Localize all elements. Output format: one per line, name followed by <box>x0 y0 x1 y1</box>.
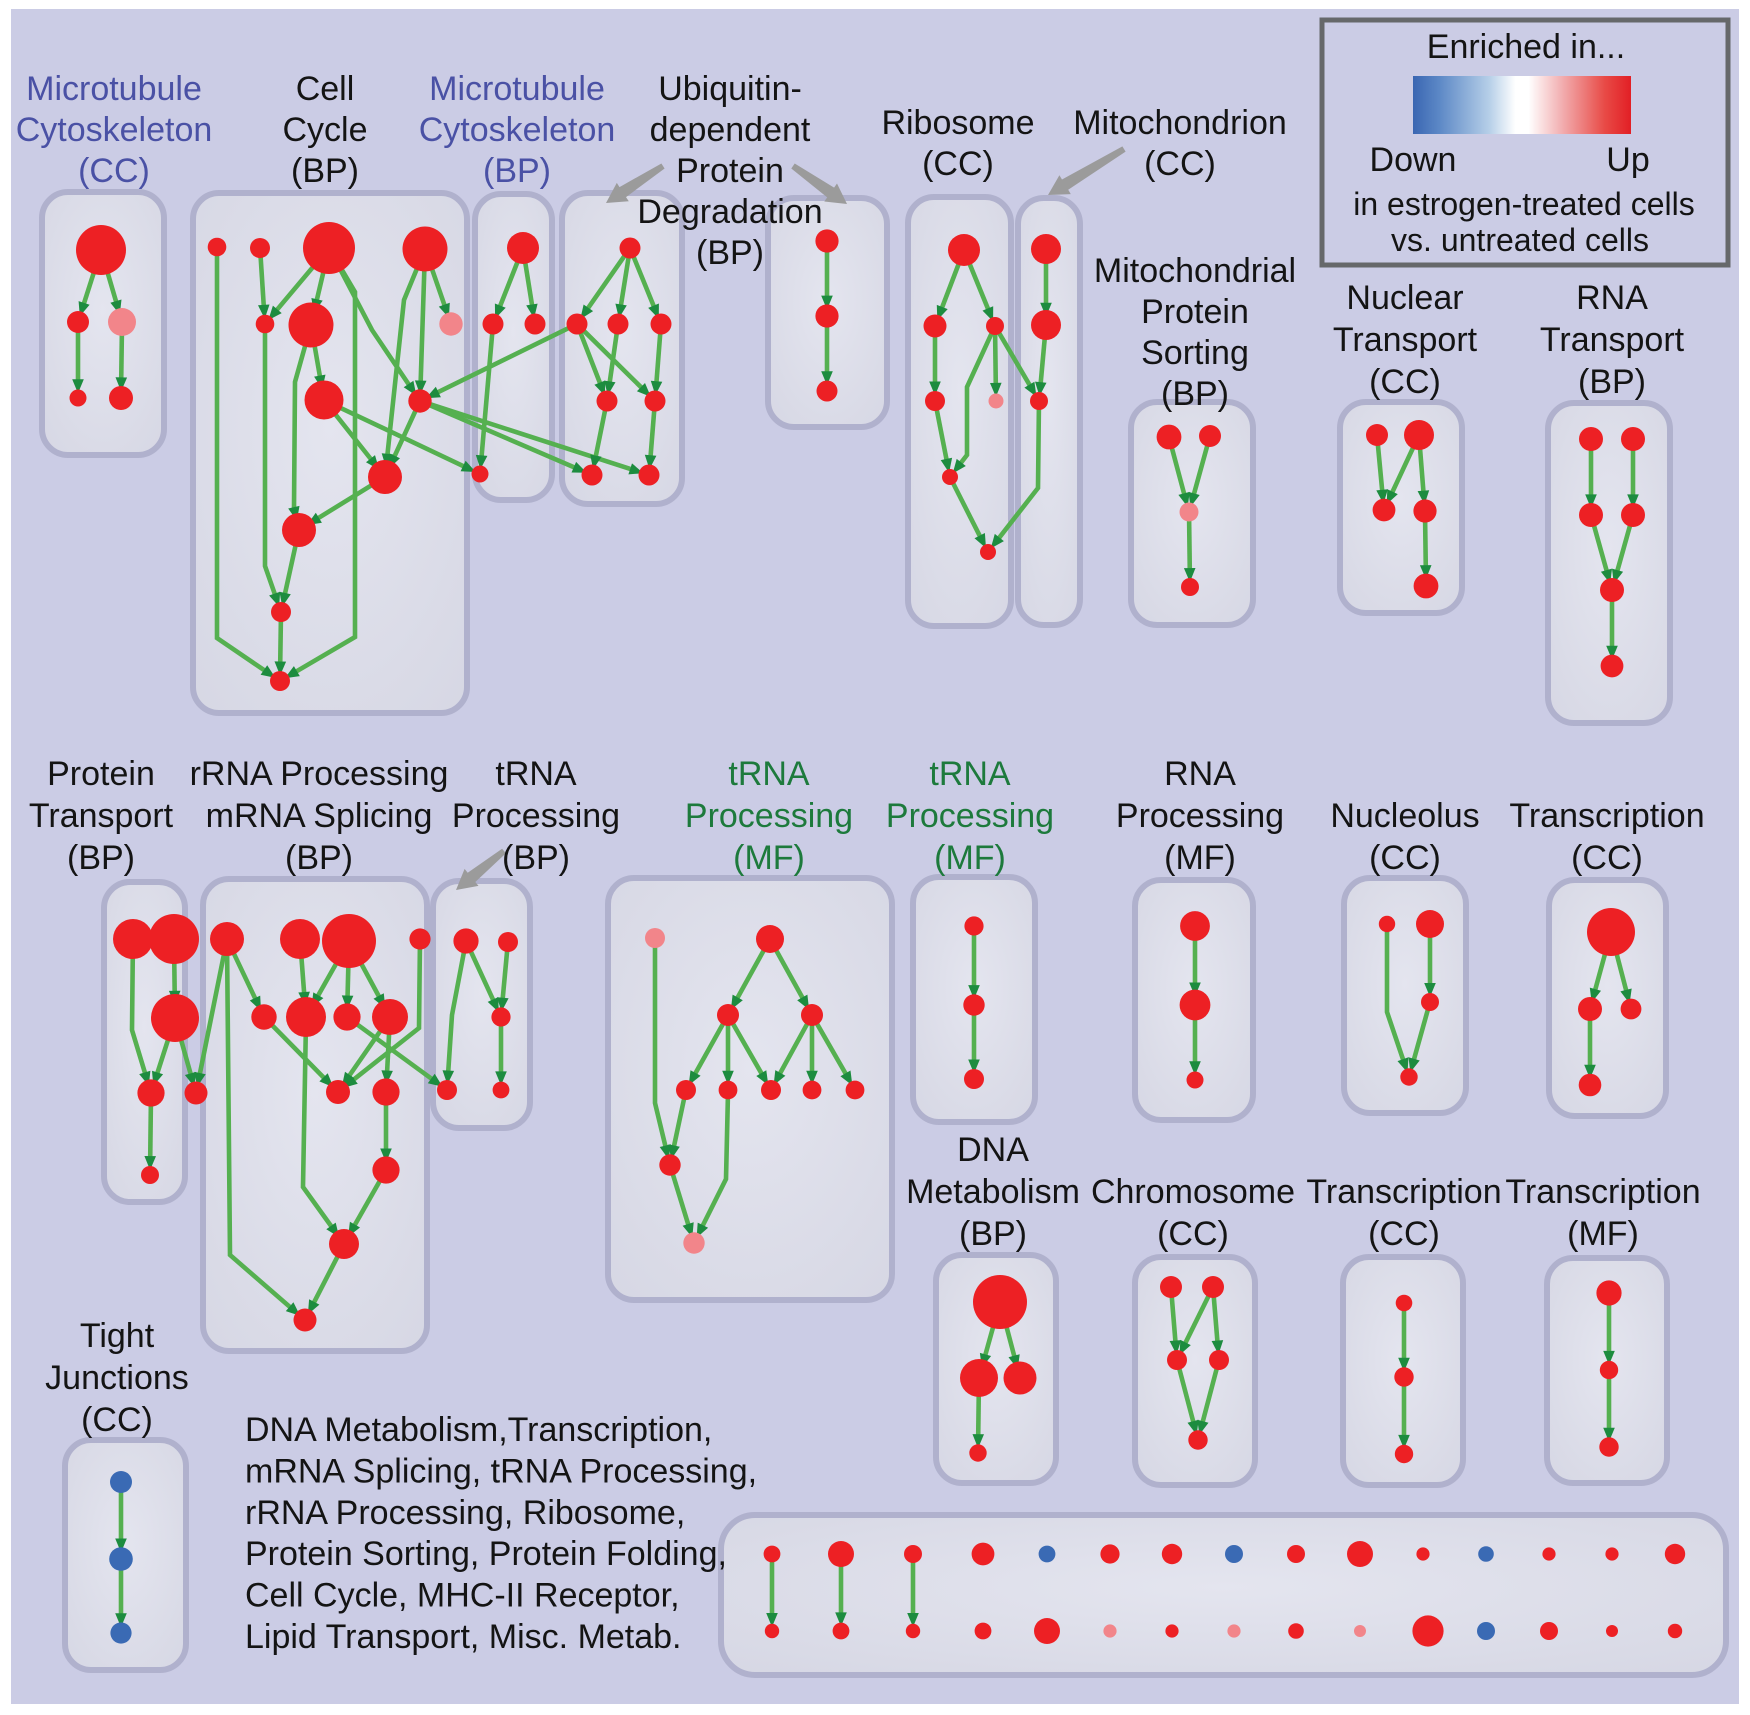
svg-text:Ribosome: Ribosome <box>881 104 1034 142</box>
svg-text:Transcription: Transcription <box>1509 797 1704 835</box>
svg-text:(CC): (CC) <box>1369 839 1441 877</box>
svg-text:Transcription: Transcription <box>1306 1173 1501 1211</box>
svg-text:Sorting: Sorting <box>1141 334 1249 372</box>
svg-text:(MF): (MF) <box>1567 1215 1639 1253</box>
svg-text:Processing: Processing <box>685 797 853 835</box>
svg-text:(BP): (BP) <box>291 152 359 190</box>
svg-text:(BP): (BP) <box>502 839 570 877</box>
svg-text:Ubiquitin-: Ubiquitin- <box>658 70 802 108</box>
svg-text:Degradation: Degradation <box>637 193 822 231</box>
svg-text:Metabolism: Metabolism <box>906 1173 1080 1211</box>
svg-text:Chromosome: Chromosome <box>1091 1173 1295 1211</box>
svg-text:Cell: Cell <box>296 70 355 108</box>
svg-text:Transport: Transport <box>1333 321 1478 359</box>
svg-text:Up: Up <box>1606 141 1649 179</box>
svg-text:Processing: Processing <box>1116 797 1284 835</box>
svg-text:Mitochondrion: Mitochondrion <box>1073 104 1287 142</box>
svg-text:Down: Down <box>1370 141 1457 179</box>
svg-text:RNA: RNA <box>1164 755 1236 793</box>
svg-text:(CC): (CC) <box>81 1401 153 1439</box>
svg-text:(BP): (BP) <box>1161 375 1229 413</box>
svg-text:Protein: Protein <box>1141 293 1249 331</box>
svg-text:tRNA: tRNA <box>929 755 1011 793</box>
svg-text:Protein: Protein <box>47 755 155 793</box>
svg-text:tRNA: tRNA <box>728 755 810 793</box>
svg-text:vs. untreated cells: vs. untreated cells <box>1391 222 1649 258</box>
svg-text:(CC): (CC) <box>78 152 150 190</box>
svg-text:(CC): (CC) <box>1369 363 1441 401</box>
svg-text:Nuclear: Nuclear <box>1346 279 1463 317</box>
svg-text:Protein Sorting, Protein Foldi: Protein Sorting, Protein Folding, <box>245 1535 727 1573</box>
svg-text:Cytoskeleton: Cytoskeleton <box>16 111 213 149</box>
svg-text:DNA: DNA <box>957 1131 1029 1169</box>
svg-text:Mitochondrial: Mitochondrial <box>1094 252 1296 290</box>
svg-text:Transport: Transport <box>29 797 174 835</box>
svg-text:Cell Cycle, MHC-II Receptor,: Cell Cycle, MHC-II Receptor, <box>245 1577 680 1615</box>
svg-text:Microtubule: Microtubule <box>429 70 605 108</box>
svg-text:DNA Metabolism,Transcription,: DNA Metabolism,Transcription, <box>245 1411 712 1449</box>
svg-text:Tight: Tight <box>80 1317 155 1355</box>
svg-text:Enriched in...: Enriched in... <box>1427 28 1625 66</box>
svg-text:Protein: Protein <box>676 152 784 190</box>
svg-text:tRNA: tRNA <box>495 755 577 793</box>
svg-text:Processing: Processing <box>886 797 1054 835</box>
svg-text:(BP): (BP) <box>1578 363 1646 401</box>
svg-text:(CC): (CC) <box>1571 839 1643 877</box>
svg-text:(BP): (BP) <box>483 152 551 190</box>
svg-text:(CC): (CC) <box>1368 1215 1440 1253</box>
svg-text:(BP): (BP) <box>696 234 764 272</box>
svg-text:rRNA Processing: rRNA Processing <box>190 755 449 793</box>
svg-text:(CC): (CC) <box>922 145 994 183</box>
svg-text:(BP): (BP) <box>285 839 353 877</box>
svg-text:(BP): (BP) <box>67 839 135 877</box>
svg-text:Junctions: Junctions <box>45 1359 189 1397</box>
svg-text:(MF): (MF) <box>934 839 1006 877</box>
svg-text:Transcription: Transcription <box>1505 1173 1700 1211</box>
svg-text:mRNA Splicing, tRNA Processing: mRNA Splicing, tRNA Processing, <box>245 1452 757 1490</box>
svg-text:Transport: Transport <box>1540 321 1685 359</box>
svg-text:rRNA Processing, Ribosome,: rRNA Processing, Ribosome, <box>245 1494 685 1532</box>
svg-text:Cytoskeleton: Cytoskeleton <box>419 111 616 149</box>
svg-text:Nucleolus: Nucleolus <box>1330 797 1479 835</box>
svg-text:dependent: dependent <box>650 111 811 149</box>
svg-text:(CC): (CC) <box>1144 145 1216 183</box>
svg-text:(MF): (MF) <box>733 839 805 877</box>
svg-text:(MF): (MF) <box>1164 839 1236 877</box>
svg-text:(CC): (CC) <box>1157 1215 1229 1253</box>
svg-text:RNA: RNA <box>1576 279 1648 317</box>
svg-text:in estrogen-treated cells: in estrogen-treated cells <box>1353 186 1695 222</box>
svg-text:Microtubule: Microtubule <box>26 70 202 108</box>
svg-text:Cycle: Cycle <box>282 111 367 149</box>
svg-text:Processing: Processing <box>452 797 620 835</box>
svg-text:mRNA Splicing: mRNA Splicing <box>206 797 433 835</box>
svg-text:Lipid Transport, Misc. Metab.: Lipid Transport, Misc. Metab. <box>245 1618 682 1656</box>
svg-text:(BP): (BP) <box>959 1215 1027 1253</box>
